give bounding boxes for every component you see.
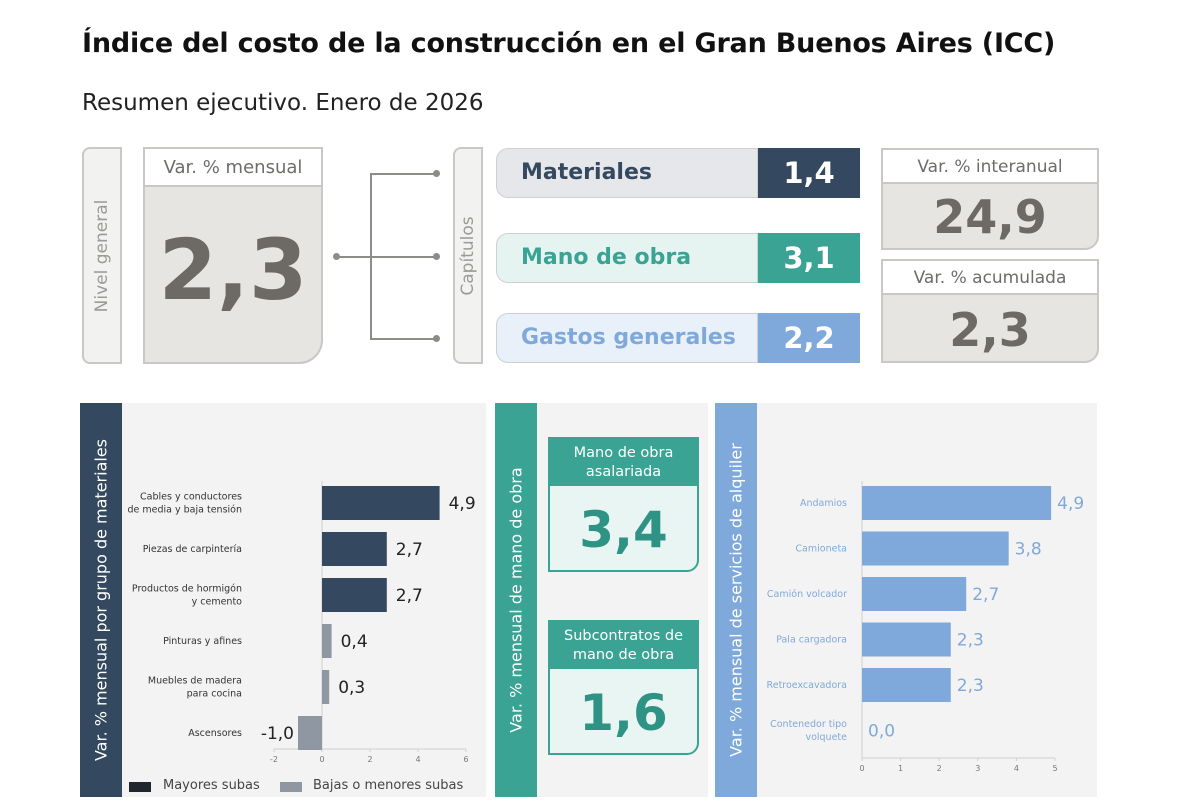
monthly-variation-value: 2,3 (158, 221, 308, 319)
data-label: 4,9 (1057, 494, 1084, 514)
data-label: 3,8 (1015, 540, 1042, 560)
subcontratos-label: Subcontratos de mano de obra (550, 622, 697, 669)
legend-swatch-bajas (280, 782, 302, 792)
category-label: de media y baja tensión (128, 505, 243, 516)
x-tick-label: 1 (898, 764, 903, 773)
category-label: Muebles de madera (148, 676, 242, 687)
bar (862, 486, 1052, 520)
materiales-band: Var. % mensual por grupo de materiales (80, 403, 122, 797)
category-label: Andamios (800, 498, 847, 509)
capitulos-tab: Capítulos (453, 147, 483, 364)
capitulo-materiales-value: 1,4 (758, 148, 860, 198)
acumulada-label: Var. % acumulada (883, 261, 1097, 295)
bar (862, 531, 1009, 566)
x-tick-label: 4 (1014, 764, 1019, 773)
category-label: y cemento (192, 597, 243, 608)
nivel-general-tab: Nivel general (82, 147, 122, 364)
capitulo-gastos-generales-value: 2,2 (758, 313, 860, 363)
category-label: Contenedor tipo (770, 719, 847, 730)
page-title: Índice del costo de la construcción en e… (82, 28, 1056, 59)
x-tick-label: -2 (270, 755, 278, 764)
capitulo-mano-de-obra-value: 3,1 (758, 233, 860, 283)
category-label: Piezas de carpintería (143, 544, 242, 555)
subcontratos-box: Subcontratos de mano de obra 1,6 (548, 620, 699, 755)
monthly-variation-label: Var. % mensual (145, 149, 321, 187)
legend-swatch-mayores (129, 782, 151, 792)
category-label: Camioneta (795, 544, 847, 555)
data-label: 2,7 (396, 586, 423, 606)
alquiler-band: Var. % mensual de servicios de alquiler (715, 403, 757, 797)
bar (298, 716, 322, 750)
capitulo-materiales-name: Materiales (496, 148, 758, 198)
x-tick-label: 5 (1052, 764, 1057, 773)
bar (322, 532, 387, 566)
data-label: 2,3 (957, 676, 984, 696)
subcontratos-value: 1,6 (579, 684, 668, 742)
alquiler-chart: 0 1 2 3 4 5 4,9 Andamios 3,8 Camioneta 2,7 Camión v… (767, 481, 1084, 773)
x-tick-label: 6 (463, 755, 468, 764)
asalariada-box: Mano de obra asalariada 3,4 (548, 437, 699, 572)
category-label: Retroexcavadora (767, 680, 847, 691)
capitulo-mano-de-obra-name: Mano de obra (496, 233, 758, 283)
category-label: Ascensores (188, 728, 242, 739)
acumulada-value: 2,3 (949, 303, 1031, 357)
bar (862, 577, 967, 611)
bar (322, 578, 387, 612)
materiales-chart: -2 0 2 4 6 4,9 Cables y conductores de media y … (128, 481, 476, 764)
mano-obra-band-label: Var. % mensual de mano de obra (506, 467, 526, 733)
data-label: 0,0 (868, 722, 895, 742)
category-label: Pinturas y afines (163, 636, 242, 647)
category-label: para cocina (187, 689, 242, 700)
monthly-variation-box: Var. % mensual 2,3 (143, 147, 323, 364)
bar (862, 668, 951, 702)
materiales-band-label: Var. % mensual por grupo de materiales (91, 438, 111, 762)
data-label: 2,3 (957, 631, 984, 651)
asalariada-label: Mano de obra asalariada (550, 439, 697, 486)
acumulada-box: Var. % acumulada 2,3 (881, 259, 1099, 363)
category-label: Pala cargadora (776, 635, 847, 646)
capitulo-gastos-generales: Gastos generales 2,2 (496, 313, 860, 363)
capitulo-materiales: Materiales 1,4 (496, 148, 860, 198)
alquiler-band-label: Var. % mensual de servicios de alquiler (726, 443, 746, 757)
interanual-box: Var. % interanual 24,9 (881, 148, 1099, 250)
x-tick-label: 2 (937, 764, 942, 773)
data-label: 4,9 (449, 494, 476, 514)
asalariada-value: 3,4 (579, 501, 668, 559)
mano-obra-band: Var. % mensual de mano de obra (495, 403, 537, 797)
x-tick-label: 0 (319, 755, 324, 764)
x-tick-label: 3 (975, 764, 980, 773)
capitulo-mano-de-obra: Mano de obra 3,1 (496, 233, 860, 283)
data-label: 0,4 (341, 632, 368, 652)
x-tick-label: 0 (859, 764, 864, 773)
interanual-label: Var. % interanual (883, 150, 1097, 184)
bar (322, 670, 330, 704)
category-label: volquete (805, 732, 847, 743)
legend-mayores-label: Mayores subas (163, 778, 260, 793)
interanual-value: 24,9 (933, 190, 1047, 244)
capitulo-gastos-generales-name: Gastos generales (496, 313, 758, 363)
legend-bajas-label: Bajas o menores subas (313, 778, 464, 793)
nivel-general-label: Nivel general (92, 199, 112, 312)
page-subtitle: Resumen ejecutivo. Enero de 2026 (82, 90, 484, 116)
x-tick-label: 4 (415, 755, 420, 764)
data-label: 2,7 (972, 585, 999, 605)
x-tick-label: 2 (367, 755, 372, 764)
bar (322, 624, 332, 658)
bar (862, 622, 951, 657)
category-label: Productos de hormigón (132, 584, 242, 595)
category-label: Camión volcador (767, 589, 847, 600)
data-label: 0,3 (338, 678, 365, 698)
data-label: 2,7 (396, 540, 423, 560)
capitulos-label: Capítulos (458, 215, 478, 296)
bar (322, 486, 440, 520)
category-label: Cables y conductores (140, 492, 242, 503)
data-label: -1,0 (261, 724, 294, 744)
